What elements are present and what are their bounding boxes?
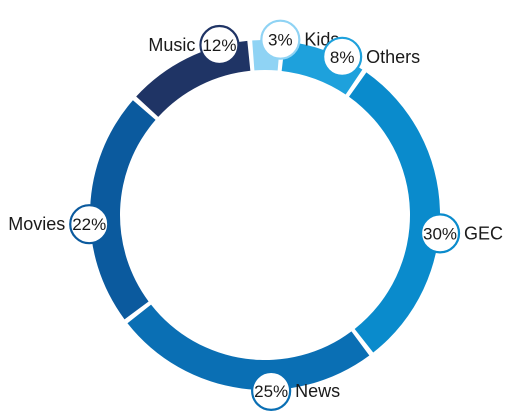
percent-marker-kids bbox=[260, 19, 301, 60]
slice-others bbox=[281, 41, 363, 95]
slice-movies bbox=[90, 100, 156, 320]
category-label-others: Others bbox=[366, 47, 420, 67]
slice-label-news: 25% News bbox=[251, 370, 340, 411]
slice-label-music: 12% Music bbox=[148, 24, 240, 66]
percent-label-kids: 3% bbox=[268, 31, 293, 50]
category-label-movies: Movies bbox=[8, 214, 65, 234]
percent-marker-news bbox=[251, 370, 292, 411]
slice-news bbox=[127, 304, 370, 390]
percent-marker-others bbox=[322, 36, 363, 77]
percent-label-others: 8% bbox=[330, 48, 355, 67]
percent-marker-music bbox=[199, 24, 240, 66]
percent-label-news: 25% bbox=[254, 382, 288, 401]
slice-label-others: 8% Others bbox=[322, 36, 420, 77]
slices-layer bbox=[90, 40, 440, 390]
percent-label-music: 12% bbox=[202, 36, 236, 55]
percent-marker-movies bbox=[69, 204, 110, 245]
category-label-music: Music bbox=[148, 35, 195, 55]
category-label-gec: GEC bbox=[464, 223, 503, 243]
percent-label-gec: 30% bbox=[423, 224, 457, 243]
slice-label-kids: 3% Kids bbox=[260, 19, 339, 60]
slice-label-movies: 22% Movies bbox=[8, 204, 110, 245]
slice-gec bbox=[348, 72, 440, 353]
category-label-news: News bbox=[295, 381, 340, 401]
percent-label-movies: 22% bbox=[72, 215, 106, 234]
slice-label-gec: 30% GEC bbox=[419, 213, 503, 254]
percent-marker-gec bbox=[419, 213, 461, 254]
